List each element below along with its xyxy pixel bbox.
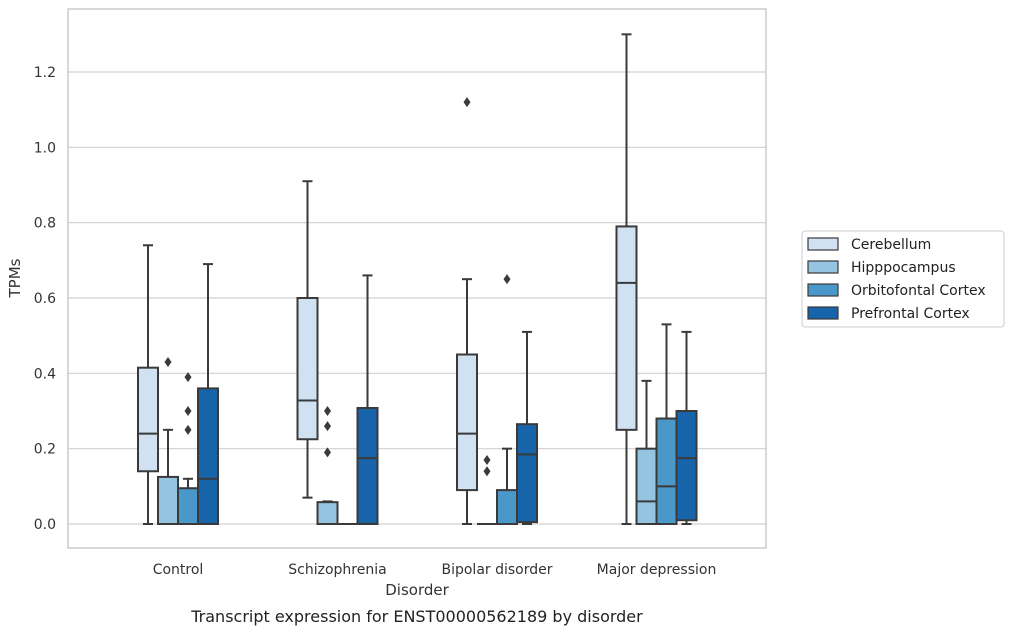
legend-label: Hipppocampus xyxy=(851,260,956,276)
outlier-point xyxy=(184,424,192,435)
box-cerebellum xyxy=(137,244,159,525)
legend-swatch xyxy=(807,237,839,251)
y-tick-label: 0.4 xyxy=(34,366,56,382)
box-hipppocampus xyxy=(635,379,658,525)
outlier-point xyxy=(463,97,471,108)
box-body xyxy=(516,423,538,524)
box-body xyxy=(496,489,518,526)
y-axis-ticks: 0.0 0.2 0.4 0.6 0.8 1.0 1.2 xyxy=(34,65,56,533)
box-body xyxy=(655,417,678,525)
box-prefrontal-cortex xyxy=(675,330,698,525)
box-series xyxy=(137,33,698,526)
y-tick-label: 1.0 xyxy=(34,140,56,156)
box-body xyxy=(635,447,658,525)
box-cerebellum xyxy=(296,180,319,499)
box-body xyxy=(675,410,698,522)
box-body xyxy=(615,225,638,431)
legend-label: Prefrontal Cortex xyxy=(851,306,970,322)
outlier-point xyxy=(184,372,192,383)
y-tick-label: 0.6 xyxy=(34,291,56,307)
box-orbitofontal-cortex xyxy=(177,372,199,526)
box-prefrontal-cortex xyxy=(197,263,219,525)
legend-label: Orbitofontal Cortex xyxy=(851,283,986,299)
outlier-point xyxy=(324,447,331,458)
box-body xyxy=(316,501,339,525)
legend-swatch xyxy=(807,306,839,320)
outlier-point xyxy=(503,274,511,285)
y-tick-label: 0.0 xyxy=(34,517,56,533)
box-hipppocampus xyxy=(477,454,497,525)
box-prefrontal-cortex xyxy=(356,274,379,525)
y-tick-label: 0.2 xyxy=(34,442,56,458)
box-hipppocampus xyxy=(316,406,339,525)
outlier-point xyxy=(324,421,331,432)
legend: Cerebellum Hipppocampus Orbitofontal Corte… xyxy=(801,230,1005,328)
legend-frame xyxy=(801,230,1005,328)
box-cerebellum xyxy=(615,33,638,525)
legend-label: Cerebellum xyxy=(851,237,931,253)
legend-swatch xyxy=(807,283,839,297)
y-tick-label: 1.2 xyxy=(34,65,56,81)
y-axis-label: TPMs xyxy=(6,258,24,298)
box-body xyxy=(296,297,319,441)
box-body xyxy=(356,406,379,525)
box-body xyxy=(456,353,478,492)
outlier-point xyxy=(324,406,331,416)
outlier-point xyxy=(184,406,192,416)
box-prefrontal-cortex xyxy=(516,330,538,525)
x-axis-ticks: Control Schizophrenia Bipolar disorder Majo… xyxy=(153,562,717,578)
x-tick-label: Schizophrenia xyxy=(288,562,386,578)
box-body xyxy=(157,475,179,525)
box-body xyxy=(197,387,219,525)
x-axis-label: Disorder xyxy=(385,581,449,599)
legend-swatch xyxy=(807,260,839,274)
plot-frame xyxy=(67,8,767,549)
x-tick-label: Bipolar disorder xyxy=(441,562,552,578)
box-cerebellum xyxy=(456,97,478,525)
outlier-point xyxy=(483,466,491,477)
outlier-point xyxy=(164,357,172,368)
box-body xyxy=(137,366,159,473)
x-tick-label: Major depression xyxy=(597,562,717,578)
y-tick-label: 0.8 xyxy=(34,216,56,232)
outlier-point xyxy=(483,454,491,465)
box-body xyxy=(177,487,199,526)
chart-caption: Transcript expression for ENST0000056218… xyxy=(190,607,643,626)
box-hipppocampus xyxy=(157,357,179,525)
x-tick-label: Control xyxy=(153,562,204,578)
